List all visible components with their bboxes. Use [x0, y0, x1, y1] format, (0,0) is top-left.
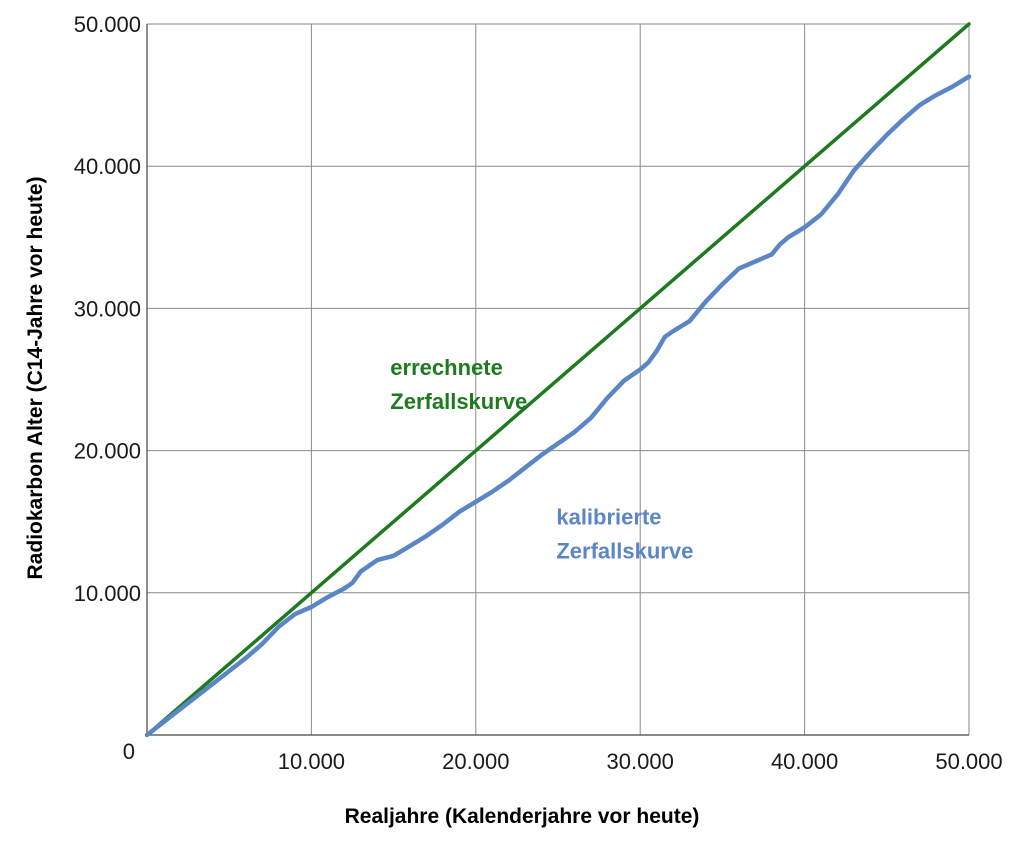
- y-tick-label-2: 20.000: [74, 439, 141, 464]
- annotations: errechnete Zerfallskurve kalibrierte Zerfal…: [390, 355, 693, 563]
- x-tick-label-1: 10.000: [278, 749, 345, 774]
- y-tick-label-0: 0: [123, 739, 135, 764]
- x-tick-label-2: 20.000: [442, 749, 509, 774]
- series-line-1: [144, 74, 972, 738]
- series-annotation-0: errechnete Zerfallskurve: [390, 355, 527, 414]
- y-tick-label-5: 50.000: [74, 12, 141, 37]
- x-tick-label-5: 50.000: [935, 749, 1002, 774]
- series: [144, 22, 972, 738]
- y-tick-label-3: 30.000: [74, 296, 141, 321]
- axes: [146, 24, 969, 736]
- series-line-0: [145, 22, 971, 737]
- x-axis-title: Realjahre (Kalenderjahre vor heute): [345, 805, 700, 828]
- y-tick-label-4: 40.000: [74, 154, 141, 179]
- series-annotation-1-line-0: kalibrierte: [556, 505, 661, 530]
- series-annotation-0-line-0: errechnete: [390, 355, 503, 380]
- y-axis-title: Radiokarbon Alter (C14-Jahre vor heute): [24, 177, 47, 580]
- x-tick-label-4: 40.000: [771, 749, 838, 774]
- x-tick-label-3: 30.000: [607, 749, 674, 774]
- tick-labels: 10.000 20.000 30.000 40.000 50.000 0 10.000 20.…: [74, 12, 1003, 774]
- series-annotation-1: kalibrierte Zerfallskurve: [556, 505, 693, 564]
- series-annotation-0-line-1: Zerfallskurve: [390, 389, 527, 414]
- y-tick-label-1: 10.000: [74, 581, 141, 606]
- grid: [147, 23, 970, 735]
- series-annotation-1-line-1: Zerfallskurve: [556, 539, 693, 564]
